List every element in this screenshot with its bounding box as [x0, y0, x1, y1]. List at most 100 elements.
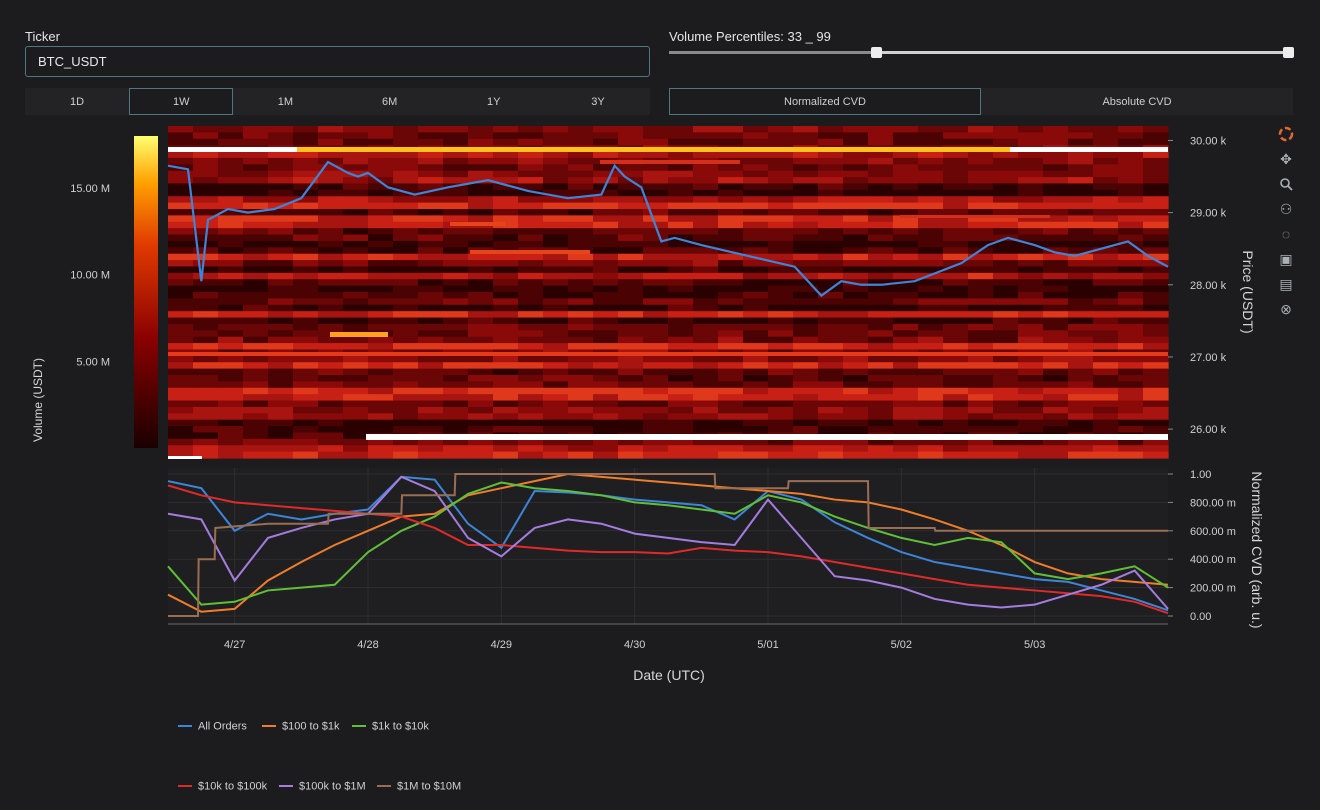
- heatmap-cell: [993, 445, 1019, 453]
- heatmap-cell: [793, 138, 819, 146]
- heatmap-cell: [843, 451, 869, 459]
- ticker-input[interactable]: BTC_USDT: [25, 46, 650, 77]
- heatmap-cell: [893, 355, 919, 363]
- heatmap-cell: [343, 202, 369, 210]
- heatmap-cell: [218, 177, 244, 185]
- plotly-logo-icon[interactable]: [1275, 123, 1297, 145]
- heatmap-cell: [618, 298, 644, 306]
- heatmap-cell: [568, 362, 594, 370]
- heatmap-cell: [868, 151, 894, 159]
- heatmap-cell: [218, 413, 244, 421]
- heatmap-cell: [668, 317, 694, 325]
- heatmap-cell: [818, 323, 844, 331]
- zoom-icon[interactable]: [1275, 173, 1297, 195]
- heatmap-cell: [343, 209, 369, 216]
- timeframe-1w-button[interactable]: 1W: [129, 88, 234, 115]
- heatmap[interactable]: [167, 126, 1169, 459]
- heatmap-cell: [1143, 132, 1169, 140]
- timeframe-1m-button[interactable]: 1M: [233, 88, 338, 115]
- heatmap-cell: [193, 285, 219, 293]
- heatmap-cell: [868, 368, 894, 376]
- heatmap-cell: [1068, 368, 1094, 376]
- heatmap-cell: [893, 189, 919, 197]
- heatmap-cell: [343, 298, 369, 306]
- legend-label[interactable]: $1k to $10k: [372, 721, 429, 733]
- heatmap-cell: [1093, 189, 1119, 197]
- timeframe-3y-button[interactable]: 3Y: [545, 88, 651, 115]
- normalized-cvd-button[interactable]: Normalized CVD: [669, 88, 981, 115]
- heatmap-cell: [1043, 247, 1069, 255]
- heatmap-cell: [818, 406, 844, 414]
- heatmap-cell: [468, 375, 494, 382]
- heatmap-cell: [268, 368, 294, 376]
- heatmap-cell: [1093, 240, 1119, 248]
- legend-label[interactable]: $10k to $100k: [198, 781, 268, 793]
- heatmap-cell: [243, 330, 269, 338]
- heatmap-cell: [293, 177, 319, 185]
- heatmap-cell: [1093, 304, 1119, 312]
- heatmap-cell: [268, 247, 294, 255]
- heatmap-cell: [1143, 253, 1169, 261]
- heatmap-cell: [893, 138, 919, 146]
- heatmap-cell: [1068, 336, 1094, 344]
- heatmap-cell: [368, 189, 394, 197]
- volume-slider-high-handle[interactable]: [1283, 47, 1294, 58]
- heatmap-cell: [193, 132, 219, 140]
- heatmap-cell: [218, 260, 244, 268]
- heatmap-cell: [568, 368, 594, 376]
- heatmap-cell: [893, 126, 919, 133]
- heatmap-cell: [418, 240, 444, 248]
- heatmap-cell: [718, 183, 744, 191]
- heatmap-cell: [768, 394, 794, 402]
- heatmap-cell: [318, 285, 344, 293]
- heatmap-cell: [543, 298, 569, 306]
- heatmap-cell: [543, 170, 569, 178]
- legend-label[interactable]: $1M to $10M: [397, 781, 461, 793]
- heatmap-cell: [918, 400, 944, 408]
- pan-icon[interactable]: ✥: [1280, 150, 1292, 167]
- timeframe-6m-button[interactable]: 6M: [337, 88, 442, 115]
- absolute-cvd-button[interactable]: Absolute CVD: [981, 88, 1293, 115]
- heatmap-cell: [568, 419, 594, 427]
- reset-axes-icon[interactable]: ⚇: [1279, 200, 1293, 217]
- heatmap-cell: [818, 253, 844, 261]
- heatmap-cell: [1043, 202, 1069, 210]
- heatmap-cell: [268, 432, 294, 440]
- volume-slider-low-handle[interactable]: [871, 47, 882, 58]
- heatmap-cell: [493, 228, 519, 236]
- heatmap-cell: [468, 400, 494, 408]
- heatmap-cell: [943, 292, 969, 299]
- heatmap-cell: [993, 323, 1019, 331]
- timeframe-1d-button[interactable]: 1D: [25, 88, 130, 115]
- download-icon[interactable]: ▣: [1279, 250, 1293, 267]
- heatmap-cell: [318, 362, 344, 370]
- heatmap-cell: [943, 170, 969, 178]
- heatmap-cell: [443, 215, 469, 223]
- hover-compare-icon[interactable]: ⊗: [1280, 300, 1292, 317]
- heatmap-cell: [1068, 426, 1094, 434]
- heatmap-cell: [1068, 375, 1094, 382]
- autoscale-icon[interactable]: ◌: [1281, 226, 1291, 242]
- cvd-chart[interactable]: [167, 468, 1169, 625]
- legend-label[interactable]: $100 to $1k: [282, 721, 340, 733]
- heatmap-cell: [718, 330, 744, 338]
- heatmap-cell: [1143, 336, 1169, 344]
- heatmap-cell: [1093, 381, 1119, 389]
- heatmap-cell: [668, 413, 694, 421]
- heatmap-cell: [318, 202, 344, 210]
- heatmap-cell: [1068, 317, 1094, 325]
- heatmap-cell: [443, 247, 469, 255]
- heatmap-cell: [1118, 215, 1144, 223]
- heatmap-y-tick-label: 26.00 k: [1190, 424, 1227, 436]
- heatmap-cell: [843, 138, 869, 146]
- legend-label[interactable]: $100k to $1M: [299, 781, 366, 793]
- heatmap-cell: [793, 202, 819, 210]
- toggle-spikes-icon[interactable]: ▤: [1279, 275, 1293, 292]
- timeframe-1y-button[interactable]: 1Y: [441, 88, 546, 115]
- heatmap-cell: [418, 304, 444, 312]
- heatmap-cell: [593, 375, 619, 382]
- heatmap-cell: [843, 304, 869, 312]
- heatmap-cell: [818, 164, 844, 172]
- legend-label[interactable]: All Orders: [198, 721, 247, 733]
- heatmap-cell: [1143, 426, 1169, 434]
